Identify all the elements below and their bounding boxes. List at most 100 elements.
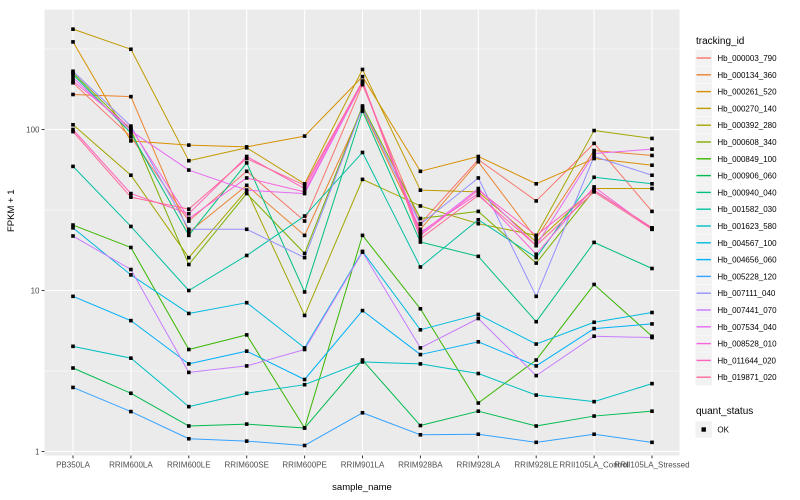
legend-item-label: Hb_000608_340: [717, 138, 777, 147]
legend-title-quant-status: quant_status: [696, 406, 754, 417]
data-point: [476, 254, 481, 259]
data-point: [534, 252, 538, 257]
data-point: [534, 373, 538, 378]
data-point: [476, 154, 481, 159]
data-point: [418, 346, 423, 350]
data-point: [418, 188, 423, 192]
data-point: [129, 224, 133, 229]
x-tick-label: RRIM901LA: [341, 461, 385, 470]
data-point: [71, 92, 75, 97]
data-point: [71, 234, 75, 238]
data-point: [650, 163, 654, 168]
data-point: [650, 310, 654, 315]
data-point: [129, 135, 133, 139]
data-point: [418, 265, 423, 269]
data-point: [476, 401, 481, 405]
data-point: [476, 217, 481, 222]
data-point: [302, 233, 307, 238]
data-point: [302, 255, 307, 260]
data-point: [302, 251, 307, 256]
data-point: [476, 193, 481, 198]
data-point: [360, 67, 365, 72]
data-point: [592, 334, 596, 339]
x-tick-label: RRIM928BA: [398, 461, 443, 470]
data-point: [650, 173, 654, 178]
data-point: [129, 126, 133, 130]
data-point: [244, 154, 249, 159]
data-point: [71, 79, 75, 83]
data-point: [187, 143, 191, 147]
data-point: [244, 176, 249, 180]
data-point: [302, 426, 307, 430]
data-point: [302, 443, 307, 448]
data-point: [650, 409, 654, 413]
data-point: [592, 151, 596, 156]
data-point: [650, 381, 654, 386]
data-point: [650, 136, 654, 141]
legend-item-label: Hb_004656_060: [717, 256, 777, 265]
data-point: [71, 122, 75, 127]
data-point: [592, 156, 596, 161]
legend-item-label: Hb_005228_120: [717, 272, 777, 281]
data-point: [476, 409, 481, 413]
data-point: [418, 216, 423, 221]
data-point: [476, 340, 481, 344]
data-point: [129, 129, 133, 133]
data-point: [244, 156, 249, 161]
data-point: [244, 169, 249, 174]
data-point: [187, 370, 191, 375]
legend-item-label: Hb_004567_100: [717, 239, 777, 248]
data-point: [418, 306, 423, 311]
data-point: [418, 236, 423, 241]
data-point: [534, 393, 538, 397]
data-point: [650, 266, 654, 271]
legend-item-label: Hb_001582_030: [717, 205, 777, 214]
data-point: [244, 333, 249, 337]
data-point: [650, 440, 654, 445]
data-point: [418, 204, 423, 208]
data-point: [71, 385, 75, 390]
y-axis-title: FPKM + 1: [6, 189, 17, 233]
data-point: [592, 154, 596, 159]
data-point: [360, 410, 365, 415]
data-point: [187, 219, 191, 223]
data-point: [71, 129, 75, 134]
data-point: [476, 157, 481, 162]
data-point: [129, 173, 133, 178]
data-point: [302, 134, 307, 138]
data-point: [302, 382, 307, 387]
data-point: [476, 160, 481, 164]
data-point: [71, 344, 75, 349]
data-point: [302, 214, 307, 218]
data-point: [187, 168, 191, 172]
x-axis-title: sample_name: [332, 482, 392, 493]
x-tick-label: PB350LA: [56, 461, 90, 470]
y-tick-label: 100: [26, 125, 40, 134]
data-point: [129, 273, 133, 277]
x-tick-label: RRII105LA_Control: [559, 461, 629, 470]
data-point: [360, 358, 365, 362]
data-point: [476, 312, 481, 317]
data-point: [360, 109, 365, 113]
data-point: [187, 227, 191, 232]
data-point: [592, 432, 596, 437]
data-point: [187, 362, 191, 366]
data-point: [129, 139, 133, 143]
data-point: [302, 347, 307, 352]
data-point: [302, 219, 307, 223]
data-point: [360, 82, 365, 87]
data-point: [302, 190, 307, 194]
data-point: [129, 318, 133, 323]
legend-key-point: [701, 427, 706, 432]
x-tick-label: RRII105LA_Stressed: [614, 461, 689, 470]
data-point: [476, 371, 481, 376]
legend-item-label: Hb_000940_040: [717, 188, 777, 197]
data-point: [71, 366, 75, 370]
data-point: [476, 188, 481, 192]
data-point: [71, 127, 75, 132]
data-point: [129, 124, 133, 128]
data-point: [187, 347, 191, 352]
data-point: [534, 255, 538, 260]
y-tick-label: 1: [35, 447, 40, 456]
